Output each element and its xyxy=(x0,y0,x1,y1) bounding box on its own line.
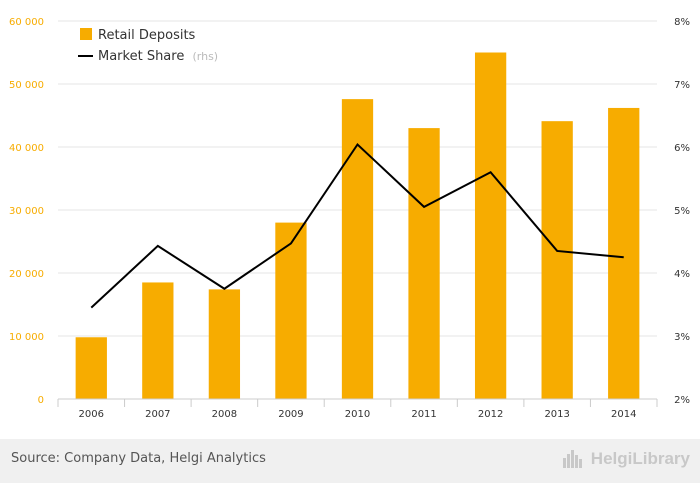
legend: Retail Deposits Market Share (rhs) xyxy=(78,28,218,64)
y-axis-left: 0 10 000 20 000 30 000 40 000 50 000 60 000 xyxy=(9,17,44,406)
bar-2010 xyxy=(341,99,374,400)
x-tick-label: 2007 xyxy=(145,409,170,420)
y-right-tick-label: 8% xyxy=(674,17,690,28)
y-left-tick-label: 60 000 xyxy=(9,17,44,28)
y-left-tick-label: 0 xyxy=(38,395,44,406)
x-tick-label: 2008 xyxy=(212,409,237,420)
bar-2014 xyxy=(608,107,640,399)
y-left-tick-label: 40 000 xyxy=(9,143,44,154)
line-series-market-share xyxy=(90,142,624,309)
brand-name: HelgiLibrary xyxy=(590,449,690,468)
y-axis-right: 2% 3% 4% 5% 6% 7% 8% xyxy=(674,17,690,406)
bar-2013 xyxy=(541,121,573,400)
bar-series-retail-deposits xyxy=(75,52,640,400)
brand-logo: HelgiLibrary xyxy=(562,449,690,469)
bar-2007 xyxy=(142,282,174,399)
y-right-tick-label: 4% xyxy=(674,269,690,280)
svg-text:Market Share (rhs): Market Share (rhs) xyxy=(98,49,218,64)
bar-2011 xyxy=(408,128,440,399)
x-tick-label: 2006 xyxy=(79,409,104,420)
source-note: Source: Company Data, Helgi Analytics xyxy=(11,451,266,466)
x-tick-label: 2011 xyxy=(411,409,436,420)
legend-swatch-retail-deposits xyxy=(80,28,92,40)
footer-bar: Source: Company Data, Helgi Analytics He… xyxy=(0,439,700,483)
x-tick-label: 2009 xyxy=(278,409,303,420)
x-tick-label: 2012 xyxy=(478,409,503,420)
x-tick-label: 2014 xyxy=(611,409,636,420)
y-left-tick-label: 50 000 xyxy=(9,80,44,91)
y-right-tick-label: 5% xyxy=(674,206,690,217)
bar-2009 xyxy=(275,222,307,399)
y-right-tick-label: 3% xyxy=(674,332,690,343)
legend-label-market-share: Market Share xyxy=(98,49,184,64)
bar-2008 xyxy=(208,289,241,399)
bar-2006 xyxy=(75,337,107,399)
y-right-tick-label: 2% xyxy=(674,395,690,406)
bar-2012 xyxy=(474,52,507,399)
y-left-tick-label: 20 000 xyxy=(9,269,44,280)
y-left-tick-label: 10 000 xyxy=(9,332,44,343)
chart: 2006 2007 2008 2009 2010 2011 2012 2013 2014 0 10… xyxy=(9,17,690,420)
x-tick-label: 2013 xyxy=(544,409,569,420)
legend-label-retail-deposits: Retail Deposits xyxy=(98,28,196,43)
y-right-tick-label: 7% xyxy=(674,80,690,91)
legend-label-rhs-note: (rhs) xyxy=(192,50,218,63)
x-tick-label: 2010 xyxy=(345,409,370,420)
city-skyline-icon xyxy=(562,450,582,468)
x-axis: 2006 2007 2008 2009 2010 2011 2012 2013 2014 xyxy=(57,398,658,420)
y-left-tick-label: 30 000 xyxy=(9,206,44,217)
y-right-tick-label: 6% xyxy=(674,143,690,154)
